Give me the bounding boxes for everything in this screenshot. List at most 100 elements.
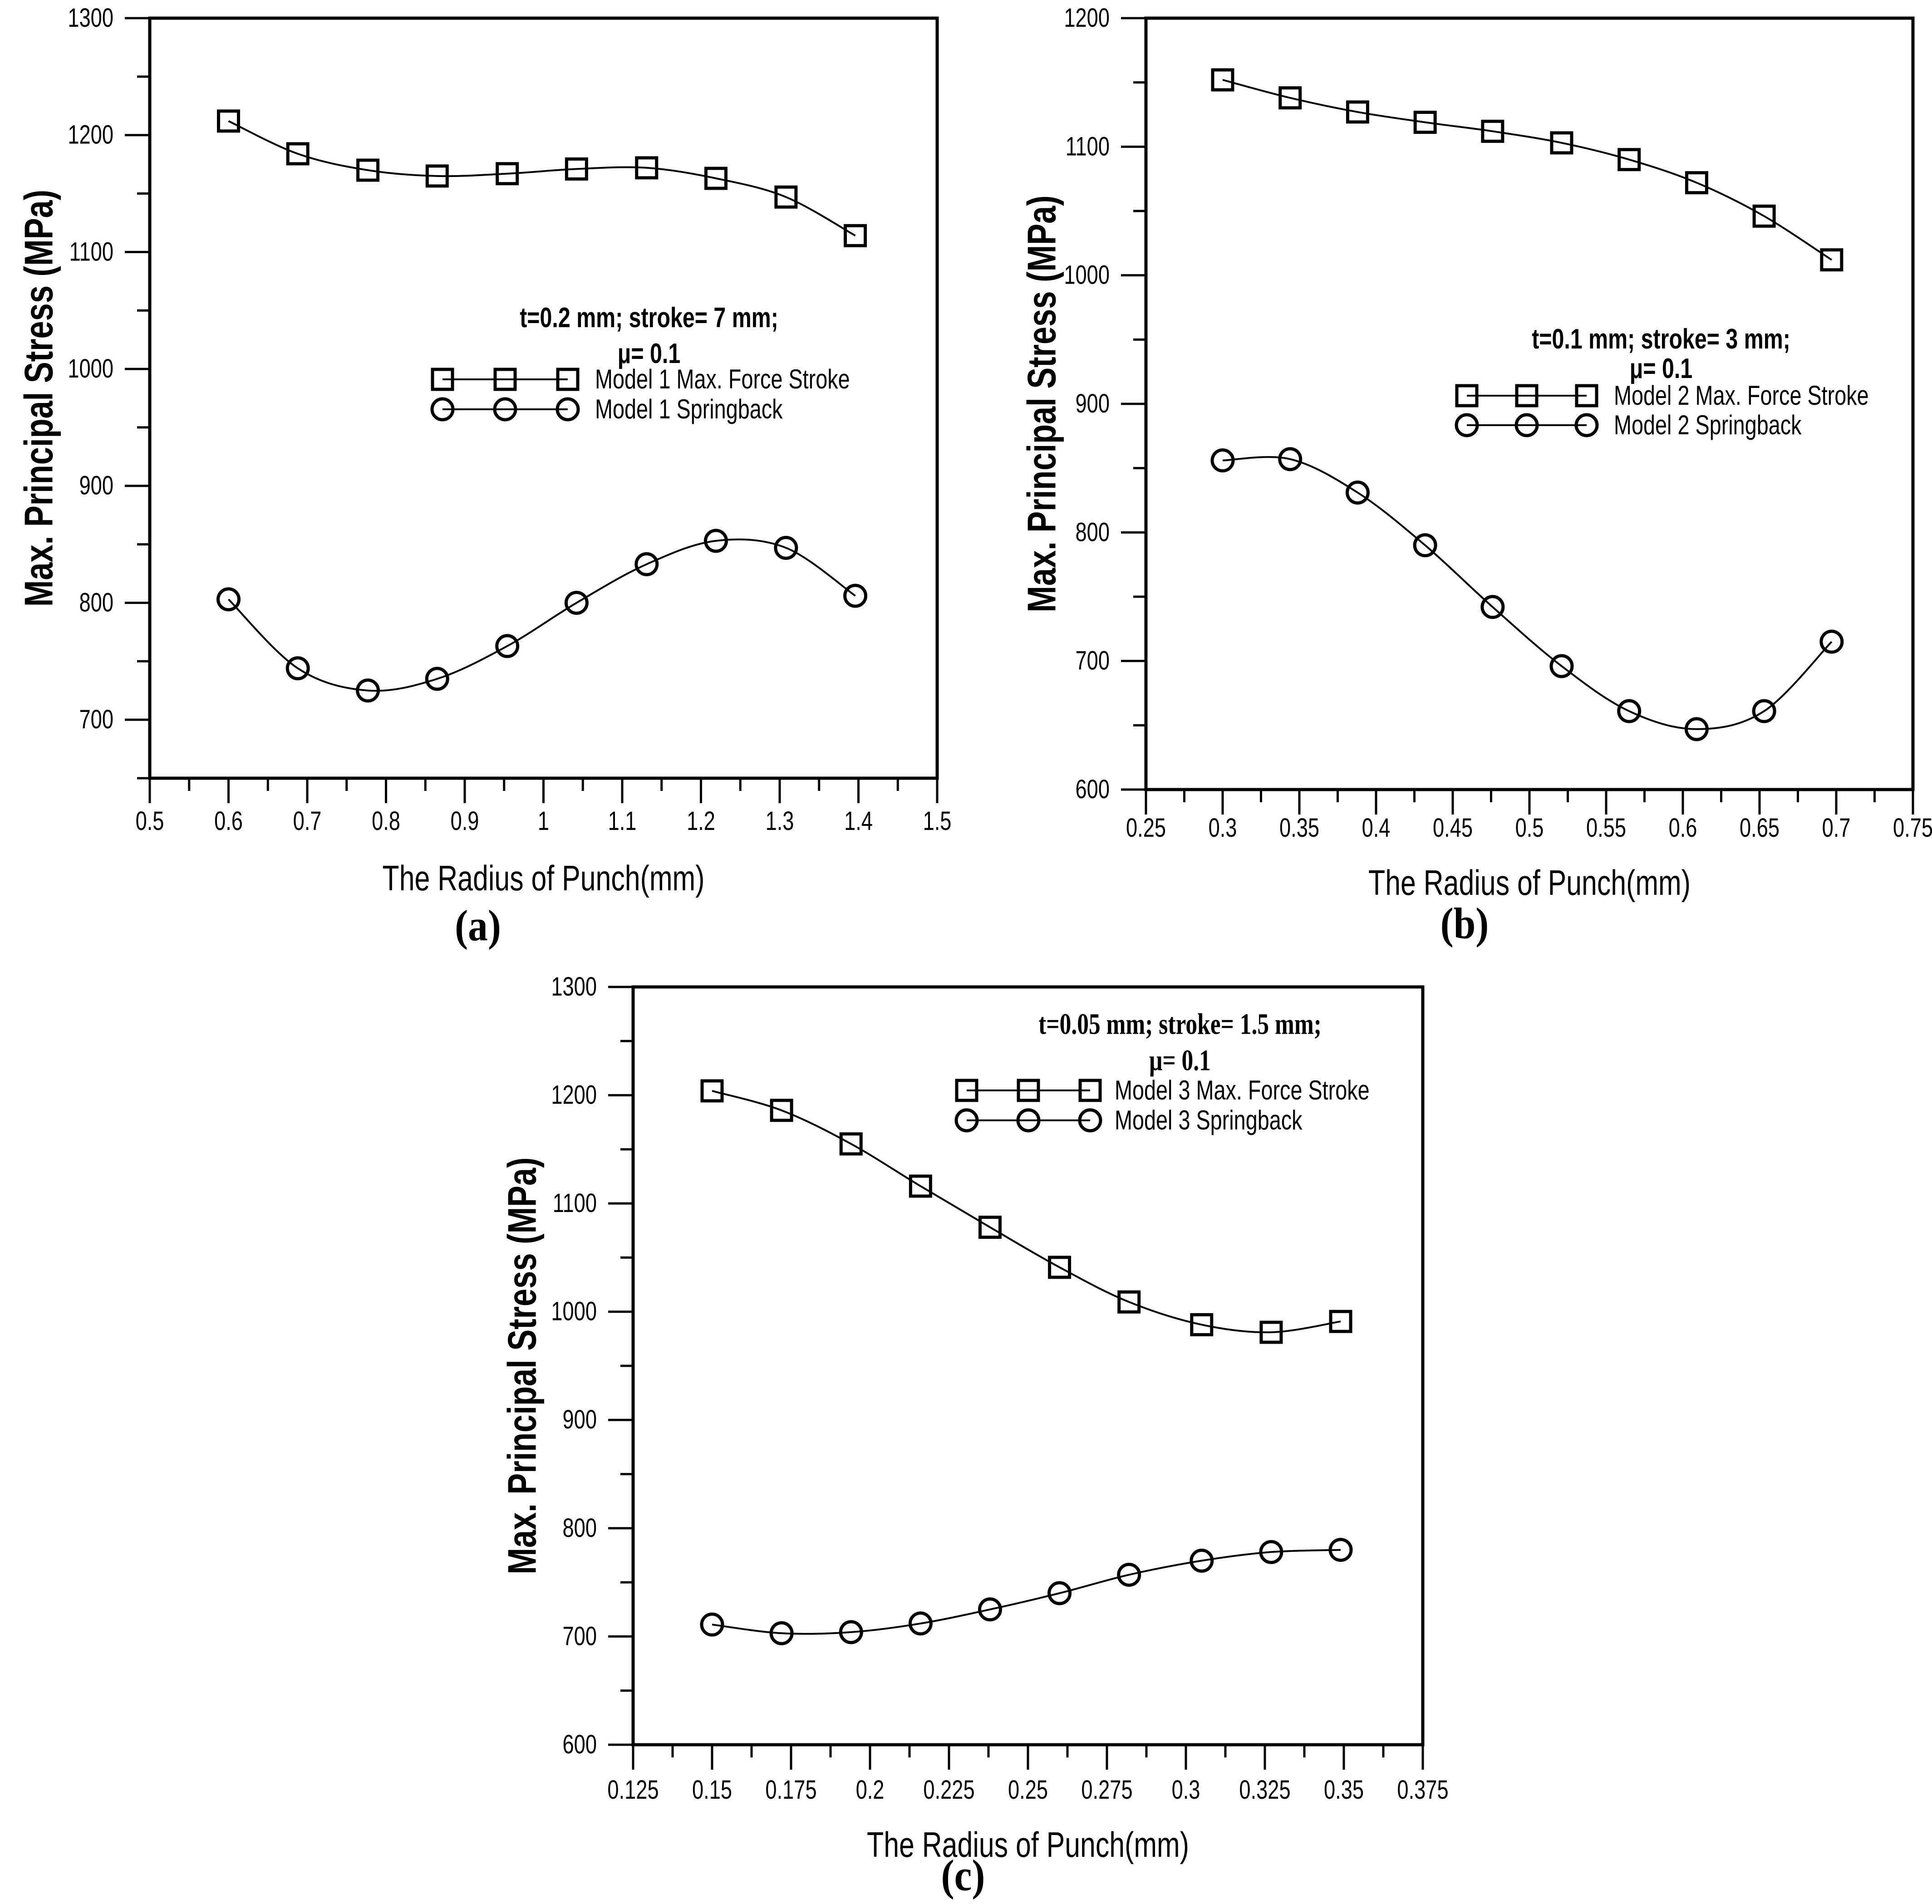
svg-text:Model 2 Max. Force Stroke: Model 2 Max. Force Stroke: [1614, 381, 1869, 411]
y-tick-label: 1000: [1064, 260, 1110, 290]
svg-text:t=0.2 mm; stroke= 7 mm;: t=0.2 mm; stroke= 7 mm;: [520, 302, 778, 333]
y-tick-label: 600: [1076, 775, 1110, 805]
square-marker: [1515, 384, 1539, 407]
series-square: [700, 1079, 1352, 1344]
svg-text:Model 2 Springback: Model 2 Springback: [1614, 410, 1802, 441]
svg-text:0.5: 0.5: [136, 807, 164, 836]
svg-text:Model 3 Springback: Model 3 Springback: [1115, 1105, 1303, 1136]
circle-marker: [908, 1611, 933, 1636]
series-circle: [1210, 447, 1844, 741]
svg-text:1100: 1100: [1066, 132, 1110, 162]
svg-text:1100: 1100: [69, 237, 113, 267]
y-tick-label: 1100: [69, 237, 113, 267]
legend-title-line2: μ= 0.1: [618, 338, 680, 369]
y-axis-title: Max. Principal Stress (MPa): [16, 190, 61, 607]
svg-text:0.7: 0.7: [1822, 814, 1851, 843]
svg-text:t=0.05 mm; stroke= 1.5 mm;: t=0.05 mm; stroke= 1.5 mm;: [1038, 1007, 1322, 1040]
legend-item: Model 2 Springback: [1455, 410, 1802, 441]
svg-text:0.35: 0.35: [1324, 1776, 1364, 1805]
legend-item: Model 1 Max. Force Stroke: [431, 364, 850, 394]
circle-marker: [564, 590, 589, 615]
square-marker: [1455, 384, 1479, 407]
square-marker: [1413, 111, 1437, 134]
legend-item: Model 2 Max. Force Stroke: [1455, 381, 1869, 411]
square-marker: [356, 158, 380, 182]
x-tick-label: 1: [538, 807, 549, 836]
panel-label-a: (a): [455, 901, 501, 950]
svg-text:0.225: 0.225: [923, 1776, 974, 1805]
svg-text:800: 800: [1076, 518, 1110, 547]
svg-text:0.35: 0.35: [1279, 814, 1319, 843]
x-tick-label: 0.7: [293, 807, 322, 836]
circle-marker: [1514, 413, 1539, 437]
x-tick-label: 0.7: [1822, 814, 1851, 843]
svg-text:The Radius of Punch(mm): The Radius of Punch(mm): [867, 1825, 1189, 1865]
series-circle: [700, 1538, 1353, 1645]
x-tick-label: 0.275: [1081, 1776, 1132, 1805]
svg-text:0.55: 0.55: [1586, 814, 1626, 843]
svg-text:1.4: 1.4: [844, 807, 873, 836]
series-curve: [712, 1090, 1341, 1334]
square-marker: [1048, 1256, 1072, 1279]
x-tick-label: 0.65: [1740, 814, 1780, 843]
square-marker: [425, 164, 449, 188]
circle-marker: [1345, 481, 1370, 505]
circle-marker: [1210, 448, 1235, 473]
circle-marker: [1078, 1108, 1102, 1133]
circle-marker: [495, 634, 520, 658]
circle-marker: [493, 397, 517, 422]
x-tick-label: 0.35: [1279, 814, 1319, 843]
svg-text:700: 700: [563, 1622, 597, 1651]
x-tick-label: 0.6: [214, 807, 243, 836]
square-marker: [1550, 131, 1573, 155]
y-tick-label: 800: [79, 588, 113, 618]
svg-text:0.6: 0.6: [214, 807, 243, 836]
circle-marker: [954, 1108, 979, 1133]
svg-text:600: 600: [1076, 775, 1110, 805]
circle-marker: [285, 656, 310, 681]
svg-text:1300: 1300: [551, 972, 597, 1002]
svg-text:The Radius of Punch(mm): The Radius of Punch(mm): [1368, 863, 1691, 903]
legend-item-label: Model 3 Max. Force Stroke: [1115, 1075, 1370, 1106]
square-marker: [1685, 171, 1708, 195]
circle-marker: [634, 552, 659, 576]
square-marker: [774, 185, 798, 209]
svg-text:0.7: 0.7: [293, 807, 322, 836]
chart-panel-b: 600 700 800 900 1000 1100 1200 0.25 0.3 0.35 0.4 0.…: [1019, 4, 1932, 948]
y-tick-label: 1000: [551, 1297, 597, 1326]
square-marker: [1078, 1079, 1102, 1102]
square-marker: [1259, 1320, 1283, 1344]
circle-marker: [703, 529, 728, 553]
svg-text:700: 700: [79, 705, 113, 735]
svg-text:0.3: 0.3: [1172, 1776, 1200, 1805]
svg-text:0.8: 0.8: [372, 807, 400, 836]
circle-marker: [1684, 717, 1709, 741]
circle-marker: [1455, 413, 1479, 437]
svg-text:800: 800: [79, 588, 113, 618]
square-marker: [1117, 1290, 1141, 1314]
y-tick-label: 700: [79, 705, 113, 735]
legend-title-line2: μ= 0.1: [1149, 1043, 1211, 1077]
svg-text:0.375: 0.375: [1397, 1776, 1448, 1805]
series-curve: [1222, 456, 1833, 730]
square-marker: [1752, 204, 1776, 228]
svg-text:μ= 0.1: μ= 0.1: [1149, 1043, 1211, 1077]
circle-marker: [1278, 447, 1303, 471]
svg-text:700: 700: [1076, 646, 1110, 676]
panel-label-c: (c): [941, 1851, 985, 1899]
series-curve: [228, 538, 856, 692]
square-marker: [1617, 148, 1641, 172]
y-tick-label: 1300: [551, 972, 597, 1002]
series-curve: [1222, 79, 1832, 261]
legend-item-label: Model 1 Springback: [595, 394, 783, 425]
svg-text:0.9: 0.9: [451, 807, 479, 836]
svg-text:900: 900: [79, 471, 113, 501]
circle-marker: [1819, 629, 1844, 654]
svg-text:1.1: 1.1: [608, 807, 637, 836]
svg-text:Model 1 Springback: Model 1 Springback: [595, 394, 783, 425]
x-tick-label: 0.6: [1669, 814, 1697, 843]
svg-text:(c): (c): [941, 1851, 985, 1899]
